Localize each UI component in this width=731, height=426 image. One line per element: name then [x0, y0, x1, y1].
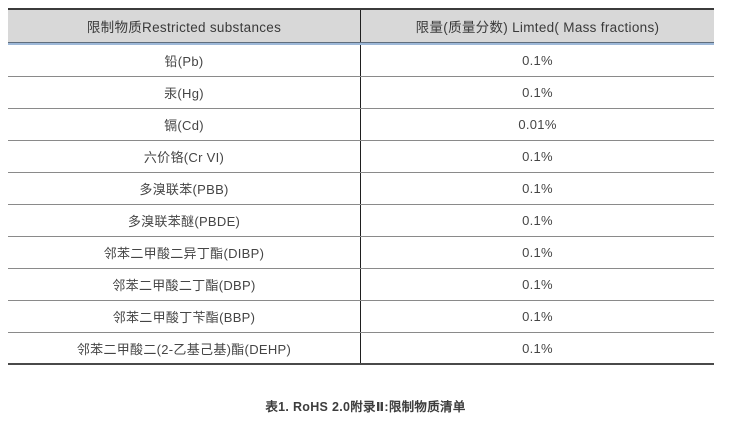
table-row: 邻苯二甲酸二(2-乙基己基)酯(DEHP) 0.1%	[8, 333, 714, 365]
table-header-row: 限制物质Restricted substances 限量(质量分数) Limte…	[8, 10, 714, 43]
table-row: 多溴联苯(PBB) 0.1%	[8, 173, 714, 205]
table-row: 铅(Pb) 0.1%	[8, 45, 714, 77]
limit-cell: 0.01%	[518, 117, 557, 132]
substance-cell: 邻苯二甲酸丁苄酯(BBP)	[8, 301, 361, 332]
limit-cell: 0.1%	[522, 340, 553, 356]
header-limit-mass-fractions: 限量(质量分数) Limted( Mass fractions)	[415, 20, 660, 35]
table-row: 六价铬(Cr VI) 0.1%	[8, 141, 714, 173]
rohs-substances-table: 限制物质Restricted substances 限量(质量分数) Limte…	[8, 8, 714, 365]
table-row: 邻苯二甲酸二异丁酯(DIBP) 0.1%	[8, 237, 714, 269]
table-caption: 表1. RoHS 2.0附录Ⅱ:限制物质清单	[265, 400, 466, 414]
table-row: 汞(Hg) 0.1%	[8, 77, 714, 109]
substance-cell: 多溴联苯醚(PBDE)	[8, 205, 361, 236]
substance-cell: 多溴联苯(PBB)	[8, 173, 361, 204]
header-accent-line	[8, 43, 714, 45]
table-row: 多溴联苯醚(PBDE) 0.1%	[8, 205, 714, 237]
limit-cell: 0.1%	[522, 53, 553, 68]
substance-cell: 邻苯二甲酸二(2-乙基己基)酯(DEHP)	[8, 333, 361, 363]
substance-cell: 镉(Cd)	[8, 109, 361, 140]
substance-cell: 汞(Hg)	[8, 77, 361, 108]
header-restricted-substances: 限制物质Restricted substances	[8, 10, 361, 42]
table-row: 邻苯二甲酸二丁酯(DBP) 0.1%	[8, 269, 714, 301]
table-row: 邻苯二甲酸丁苄酯(BBP) 0.1%	[8, 301, 714, 333]
limit-cell: 0.1%	[522, 149, 553, 164]
limit-cell: 0.1%	[522, 277, 553, 292]
limit-cell: 0.1%	[522, 309, 553, 324]
substance-cell: 六价铬(Cr VI)	[8, 141, 361, 172]
table-body: 铅(Pb) 0.1% 汞(Hg) 0.1% 镉(Cd) 0.01% 六价铬(Cr VI) 0.…	[8, 45, 714, 365]
substance-cell: 邻苯二甲酸二异丁酯(DIBP)	[8, 237, 361, 268]
limit-cell: 0.1%	[522, 213, 553, 228]
limit-cell: 0.1%	[522, 181, 553, 196]
limit-cell: 0.1%	[522, 85, 553, 100]
limit-cell: 0.1%	[522, 245, 553, 260]
table-row: 镉(Cd) 0.01%	[8, 109, 714, 141]
substance-cell: 铅(Pb)	[8, 45, 361, 76]
substance-cell: 邻苯二甲酸二丁酯(DBP)	[8, 269, 361, 300]
